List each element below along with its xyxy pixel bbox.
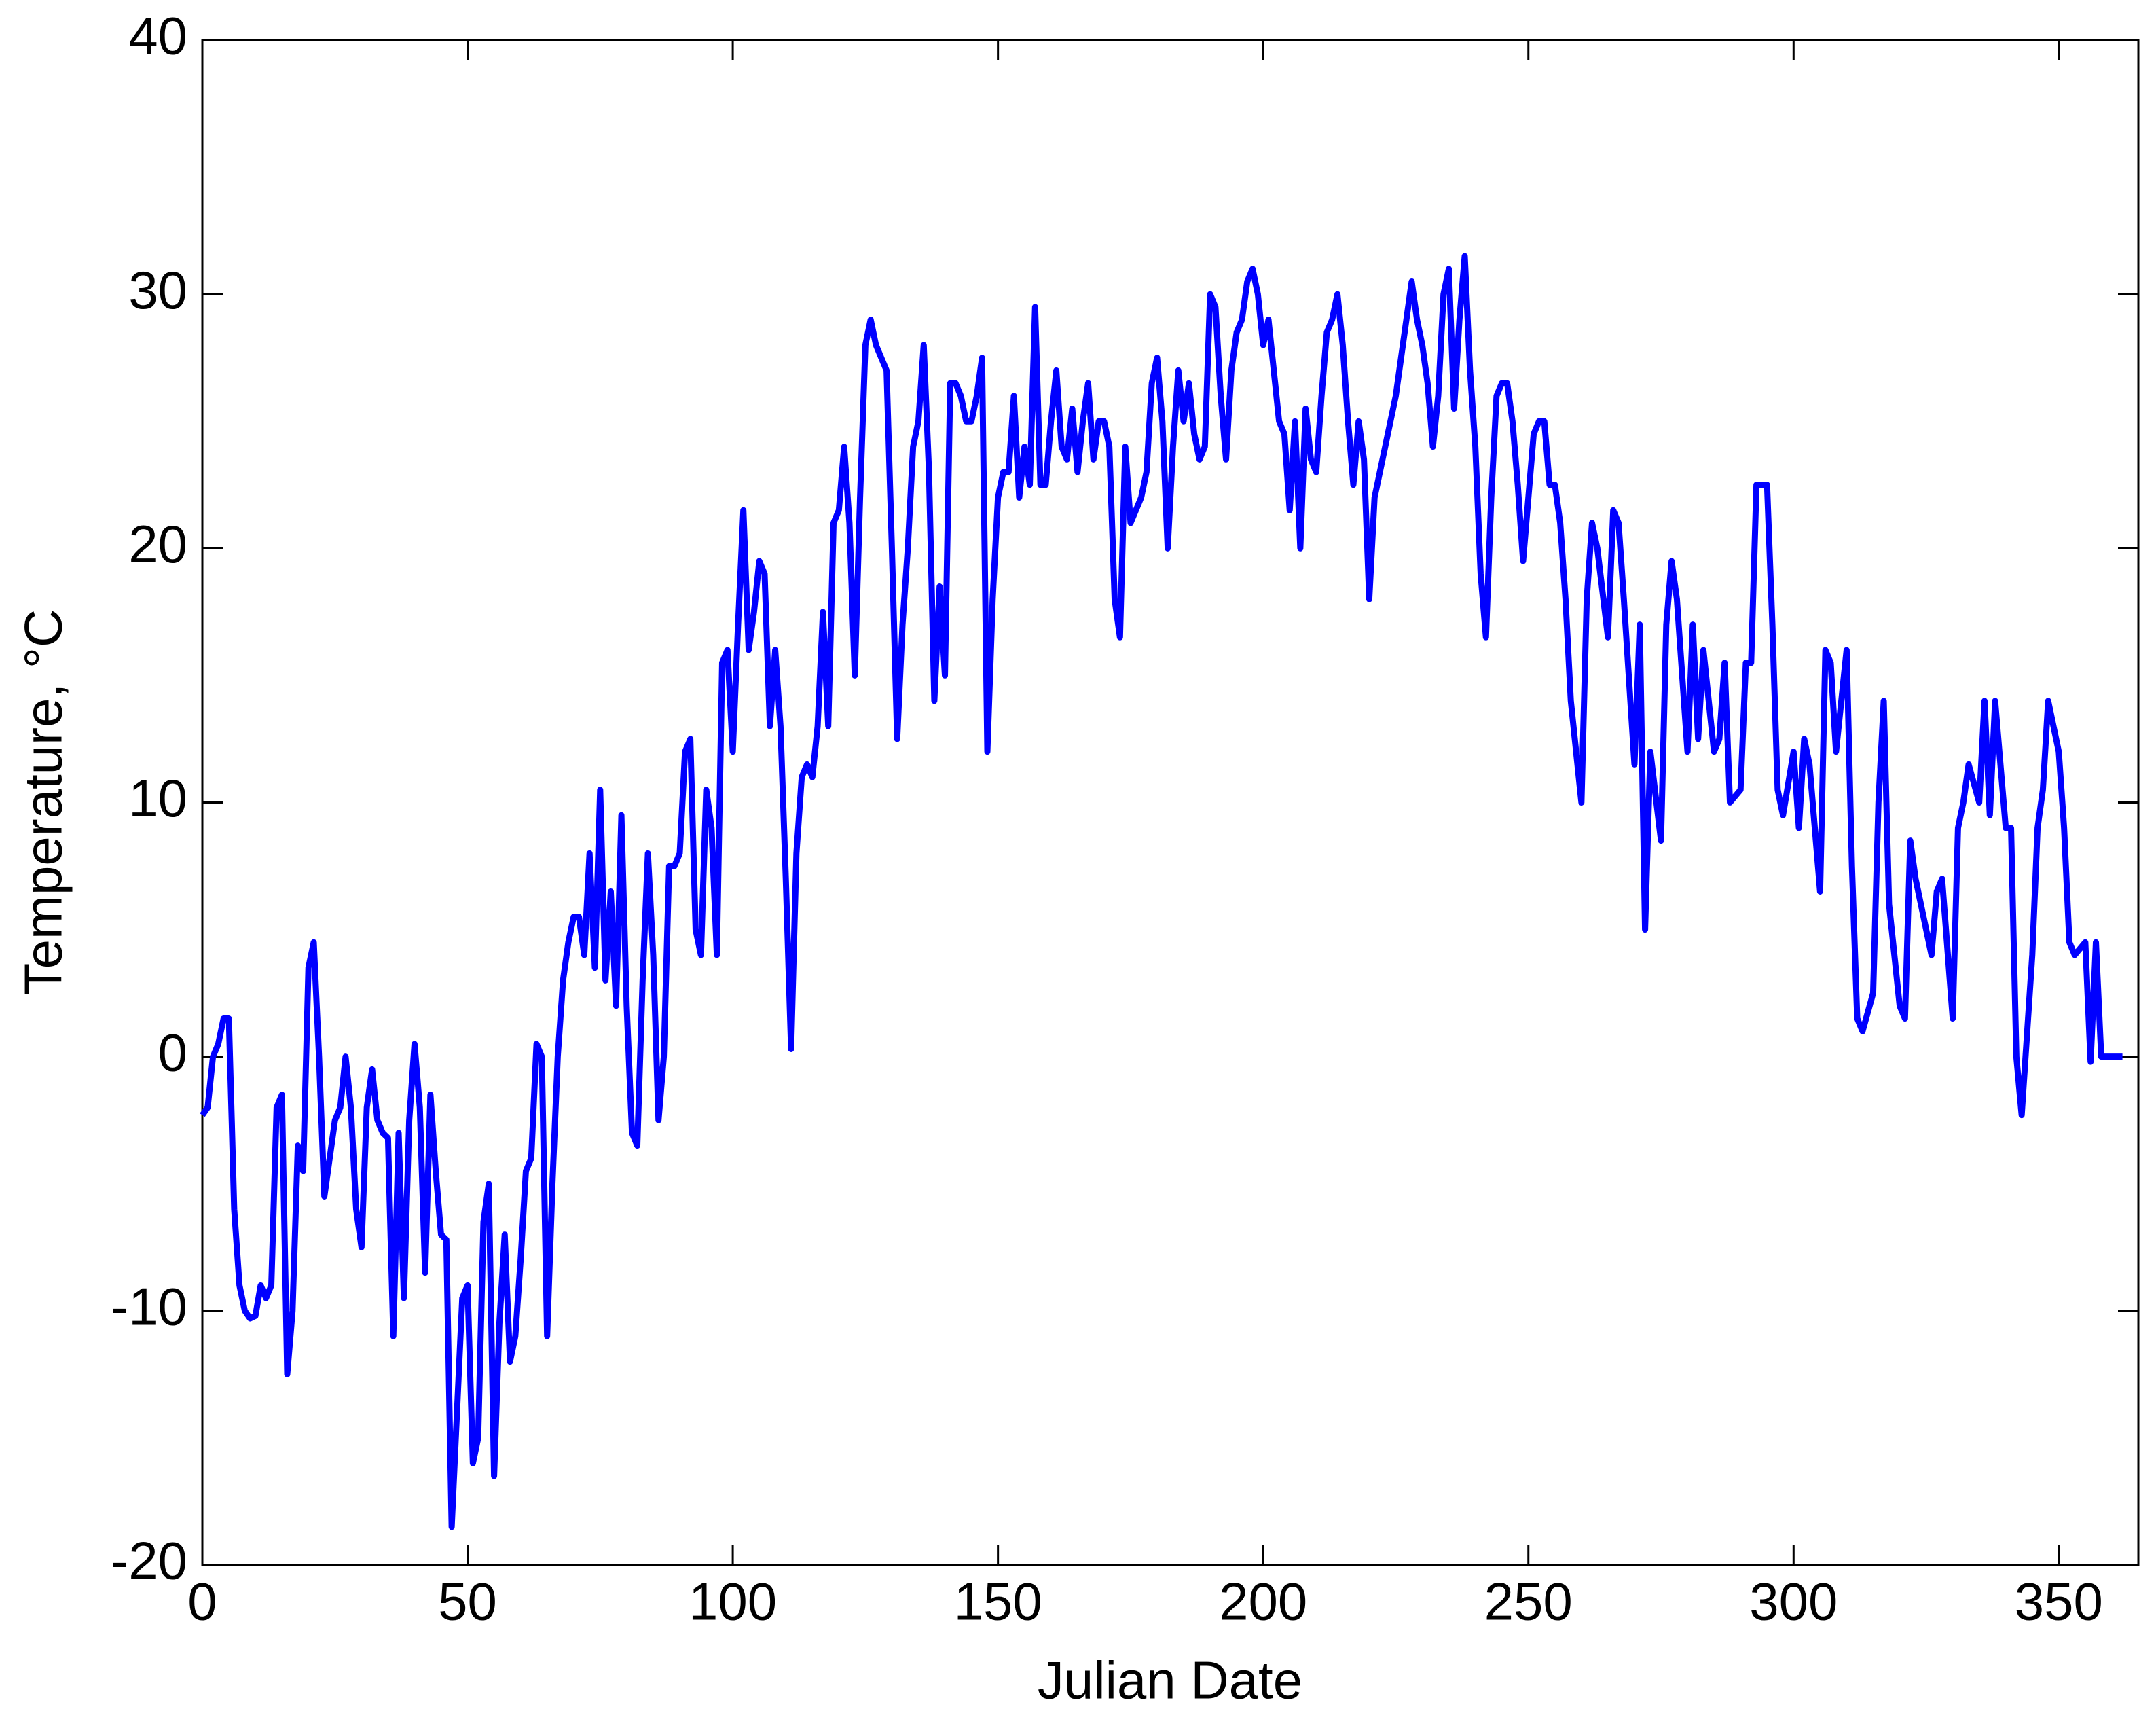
x-axis-label: Julian Date (1038, 1651, 1302, 1710)
x-tick-label: 200 (1219, 1572, 1307, 1632)
y-axis-label: Temperature, °C (14, 609, 73, 996)
y-tick-label: 20 (128, 514, 187, 574)
y-tick-label: 30 (128, 260, 187, 320)
x-tick-label: 100 (689, 1572, 777, 1632)
x-tick-label: 350 (2015, 1572, 2103, 1632)
x-tick-label: 150 (954, 1572, 1042, 1632)
y-tick-label: -20 (111, 1531, 187, 1591)
y-tick-label: 40 (128, 6, 187, 66)
y-tick-label: 10 (128, 768, 187, 828)
temperature-line (200, 253, 2123, 1530)
y-tick-label: 0 (158, 1022, 187, 1082)
x-tick-label: 250 (1484, 1572, 1573, 1632)
x-tick-label: 0 (187, 1572, 217, 1632)
x-tick-label: 300 (1749, 1572, 1838, 1632)
y-tick-label: -10 (111, 1276, 187, 1336)
x-tick-label: 50 (438, 1572, 497, 1632)
